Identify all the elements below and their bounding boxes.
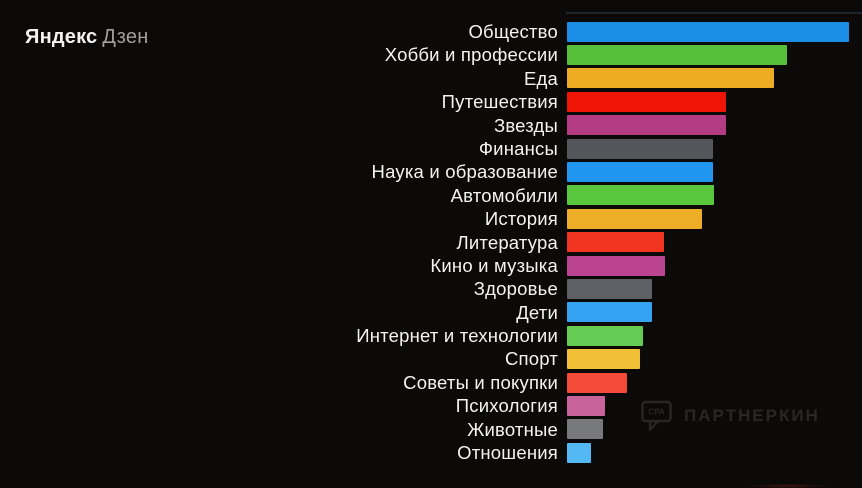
logo-brand-text: Яндекс — [25, 26, 98, 48]
chart-row: Литература — [0, 231, 862, 254]
category-label: Отношения — [457, 442, 558, 464]
bar — [567, 302, 652, 323]
bar — [567, 21, 849, 42]
bar — [567, 349, 641, 370]
category-label: Наука и образование — [371, 161, 558, 183]
category-label: Еда — [523, 67, 558, 89]
category-label: Психология — [455, 395, 558, 417]
bar — [567, 162, 714, 183]
category-label: Литература — [456, 231, 558, 253]
category-label: Общество — [468, 21, 558, 42]
chart-row: Хобби и профессии — [0, 43, 862, 66]
bar — [567, 419, 604, 440]
bar — [567, 372, 628, 393]
category-label: Хобби и профессии — [384, 44, 558, 66]
bar — [567, 278, 652, 299]
bar — [567, 45, 787, 66]
bar — [567, 232, 664, 253]
category-label: Спорт — [504, 348, 558, 370]
bar — [567, 185, 714, 206]
bar — [567, 255, 666, 276]
category-label: Здоровье — [473, 278, 558, 300]
category-label: Советы и покупки — [403, 371, 558, 393]
chart-row: Животные — [0, 418, 862, 441]
chart-row: Отношения — [0, 441, 862, 464]
category-label: Животные — [467, 418, 558, 440]
category-label: Дети — [516, 301, 558, 323]
chart-row: Спорт — [0, 347, 862, 370]
chart-row: Кино и музыка — [0, 254, 862, 277]
bar — [567, 91, 727, 112]
chart-row: Общество — [0, 20, 862, 43]
chart-row: Психология — [0, 394, 862, 417]
bar — [567, 208, 703, 229]
watermark-text: ПАРТНЕРКИН — [684, 406, 820, 425]
category-label: Путешествия — [441, 91, 558, 113]
chart-row: Здоровье — [0, 277, 862, 300]
category-label: Автомобили — [450, 184, 558, 206]
chart-row: Еда — [0, 67, 862, 90]
bar — [567, 138, 714, 159]
chart-row: Автомобили — [0, 184, 862, 207]
cpa-icon-text: CPA — [648, 408, 665, 417]
category-label: Звезды — [493, 114, 558, 136]
chart-row: Финансы — [0, 137, 862, 160]
cpa-speech-bubble-icon: CPA — [641, 400, 672, 432]
category-label: Кино и музыка — [430, 254, 558, 276]
chart-row: Интернет и технологии — [0, 324, 862, 347]
yandex-zen-logo: Яндекс Дзен — [25, 26, 148, 49]
bar — [567, 115, 727, 136]
bar — [567, 325, 644, 346]
chart-row: Советы и покупки — [0, 371, 862, 394]
bar — [567, 442, 591, 463]
logo-product-text: Дзен — [102, 26, 149, 48]
chart-row: Звезды — [0, 114, 862, 137]
category-label: История — [484, 208, 558, 230]
watermark: CPA ПАРТНЕРКИН — [641, 399, 820, 433]
chart-row: Дети — [0, 301, 862, 324]
bar-chart: Общество Хобби и профессии Еда Путешеств… — [0, 20, 862, 464]
bar — [567, 68, 774, 89]
chart-row: Наука и образование — [0, 160, 862, 183]
crop-artifact-line — [566, 12, 862, 14]
bottom-edge-artifact — [748, 484, 828, 488]
bar — [567, 395, 606, 416]
category-label: Интернет и технологии — [356, 325, 558, 347]
chart-row: История — [0, 207, 862, 230]
category-label: Финансы — [478, 137, 558, 159]
chart-row: Путешествия — [0, 90, 862, 113]
